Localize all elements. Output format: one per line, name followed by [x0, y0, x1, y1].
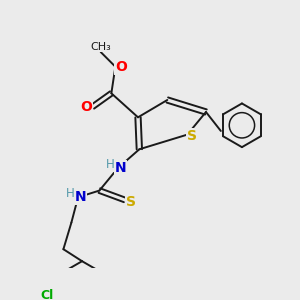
Text: O: O — [80, 100, 92, 114]
Text: CH₃: CH₃ — [90, 42, 111, 52]
Text: O: O — [115, 60, 127, 74]
Text: H: H — [106, 158, 115, 171]
Text: S: S — [187, 129, 197, 143]
Text: N: N — [115, 161, 127, 175]
Text: S: S — [125, 195, 136, 209]
Text: Cl: Cl — [40, 289, 53, 300]
Text: H: H — [66, 187, 75, 200]
Text: N: N — [75, 190, 86, 204]
